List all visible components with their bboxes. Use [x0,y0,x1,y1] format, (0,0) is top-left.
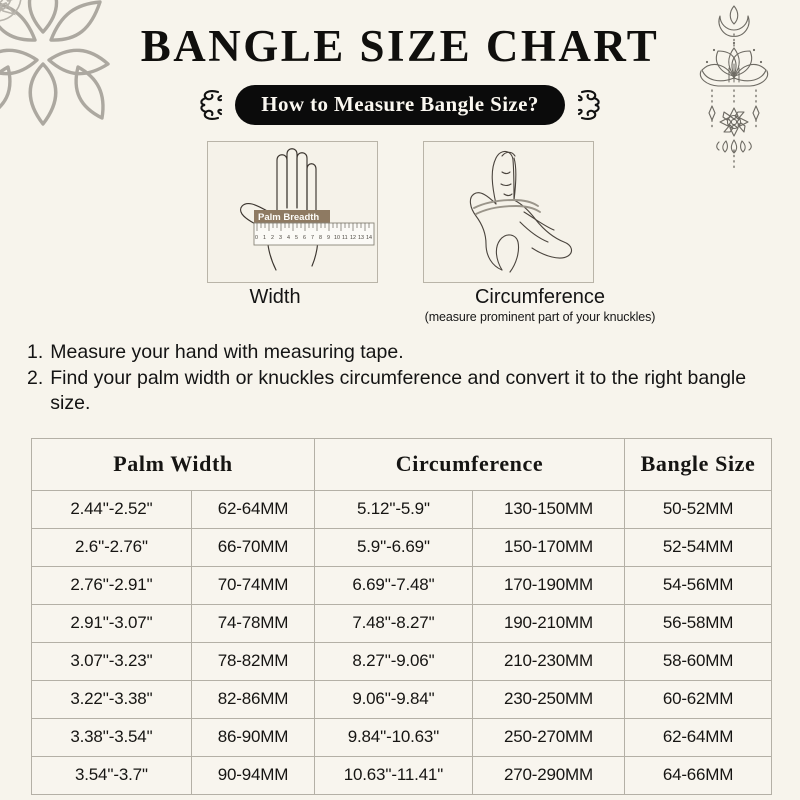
cell-bangle-size: 64-66MM [624,756,773,795]
instruction-text: Find your palm width or knuckles circumf… [50,366,747,415]
cell-circ-inch: 10.63''-11.41'' [314,756,473,795]
svg-text:14: 14 [366,235,372,241]
cell-palm-inch: 3.07''-3.23'' [31,642,192,681]
cell-palm-mm: 82-86MM [191,680,315,719]
table-header-row: Palm Width Circumference Bangle Size [31,438,773,491]
bangle-size-table: Palm Width Circumference Bangle Size 2.4… [31,438,773,795]
cell-palm-inch: 2.91''-3.07'' [31,604,192,643]
cell-bangle-size: 60-62MM [624,680,773,719]
cell-circ-mm: 210-230MM [471,642,626,681]
svg-text:9: 9 [327,235,330,241]
instruction-number: 2. [27,366,44,389]
palm-breadth-label-bg [253,210,330,223]
circumference-panel [422,141,594,283]
table-row: 3.38''-3.54'' 86-90MM 9.84''-10.63'' 250… [31,718,773,757]
svg-text:10: 10 [334,235,340,241]
cell-bangle-size: 50-52MM [624,490,773,529]
svg-text:7: 7 [311,235,314,241]
page-title: BANGLE SIZE CHART [140,21,660,71]
table-row: 2.44''-2.52'' 62-64MM 5.12''-5.9'' 130-1… [31,490,773,529]
cell-circ-mm: 170-190MM [471,566,626,605]
caption-circumference-sublabel: (measure prominent part of your knuckles… [424,310,656,324]
cell-palm-mm: 74-78MM [191,604,315,643]
flourish-swirl-left-icon [200,90,223,120]
table-body: 2.44''-2.52'' 62-64MM 5.12''-5.9'' 130-1… [31,490,773,795]
instruction-item: 2. Find your palm width or knuckles circ… [27,366,767,417]
svg-text:4: 4 [287,235,290,241]
svg-text:0: 0 [255,235,258,241]
instruction-text: Measure your hand with measuring tape. [50,341,404,363]
table-row: 3.07''-3.23'' 78-82MM 8.27''-9.06'' 210-… [31,642,773,681]
cell-palm-mm: 66-70MM [191,528,315,567]
palm-breadth-label: Palm Breadth [258,212,319,223]
column-header-bangle-size: Bangle Size [624,438,773,491]
cell-circ-mm: 130-150MM [471,490,626,529]
banner: How to Measure Bangle Size? [0,85,800,125]
svg-text:6: 6 [303,235,306,241]
cell-circ-mm: 270-290MM [471,756,626,795]
table-row: 2.91''-3.07'' 74-78MM 7.48''-8.27'' 190-… [31,604,773,643]
svg-text:3: 3 [279,235,282,241]
svg-text:2: 2 [271,235,274,241]
caption-width: Width [190,286,360,309]
flourish-swirl-right-icon [577,90,600,120]
cell-bangle-size: 52-54MM [624,528,773,567]
caption-circumference-label: Circumference [474,286,606,308]
cell-palm-mm: 78-82MM [191,642,315,681]
cell-palm-mm: 70-74MM [191,566,315,605]
cell-bangle-size: 58-60MM [624,642,773,681]
table-row: 2.76''-2.91'' 70-74MM 6.69''-7.48'' 170-… [31,566,773,605]
caption-width-label: Width [249,286,301,308]
cell-circ-mm: 230-250MM [471,680,626,719]
cell-palm-inch: 2.44''-2.52'' [31,490,192,529]
cell-circ-inch: 6.69''-7.48'' [314,566,473,605]
cell-bangle-size: 62-64MM [624,718,773,757]
instructions-list: 1. Measure your hand with measuring tape… [27,340,767,417]
cell-palm-mm: 62-64MM [191,490,315,529]
cell-circ-mm: 150-170MM [471,528,626,567]
table-row: 3.22''-3.38'' 82-86MM 9.06''-9.84'' 230-… [31,680,773,719]
cell-circ-mm: 250-270MM [471,718,626,757]
svg-text:5: 5 [295,235,298,241]
banner-label: How to Measure Bangle Size? [235,85,565,125]
cell-circ-inch: 9.84''-10.63'' [314,718,473,757]
table-row: 2.6''-2.76'' 66-70MM 5.9''-6.69'' 150-17… [31,528,773,567]
cell-circ-inch: 9.06''-9.84'' [314,680,473,719]
cell-palm-inch: 3.54''-3.7'' [31,756,192,795]
cell-circ-inch: 5.12''-5.9'' [314,490,473,529]
svg-text:1: 1 [263,235,266,241]
caption-circumference: Circumference (measure prominent part of… [370,286,710,324]
cell-circ-inch: 7.48''-8.27'' [314,604,473,643]
cell-palm-inch: 2.6''-2.76'' [31,528,192,567]
svg-text:11: 11 [342,235,348,241]
table-row: 3.54''-3.7'' 90-94MM 10.63''-11.41'' 270… [31,756,773,795]
instruction-number: 1. [27,341,44,363]
cell-circ-inch: 5.9''-6.69'' [314,528,473,567]
column-header-palm-width: Palm Width [31,438,315,491]
cell-circ-inch: 8.27''-9.06'' [314,642,473,681]
hand-measuring-knuckles-illustration [469,150,572,273]
cell-palm-mm: 86-90MM [191,718,315,757]
column-header-circumference: Circumference [313,438,626,491]
cell-palm-mm: 90-94MM [191,756,315,795]
cell-bangle-size: 54-56MM [624,566,773,605]
instruction-item: 1. Measure your hand with measuring tape… [27,340,767,366]
svg-text:13: 13 [358,235,364,241]
cell-palm-inch: 3.38''-3.54'' [31,718,192,757]
cell-palm-inch: 3.22''-3.38'' [31,680,192,719]
svg-text:8: 8 [319,235,322,241]
cell-circ-mm: 190-210MM [471,604,626,643]
svg-text:12: 12 [350,235,356,241]
cell-bangle-size: 56-58MM [624,604,773,643]
cell-palm-inch: 2.76''-2.91'' [31,566,192,605]
panel-captions: Width Circumference (measure prominent p… [0,286,800,332]
